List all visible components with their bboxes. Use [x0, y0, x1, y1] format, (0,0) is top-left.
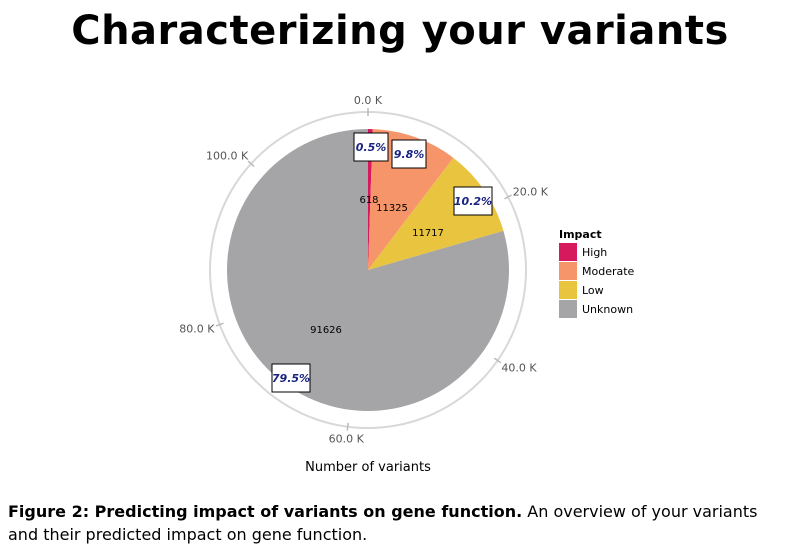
page-title: Characterizing your variants	[71, 8, 729, 54]
tick-mark	[493, 357, 502, 364]
percent-label-box	[271, 363, 311, 393]
tick-label: 80.0 K	[179, 323, 215, 336]
percent-label-text: 0.5%	[356, 141, 387, 154]
legend-label: Moderate	[582, 265, 635, 278]
caption-text: An overview of your variants and their p…	[8, 502, 758, 544]
percent-label-text: 9.8%	[394, 148, 425, 161]
legend-swatch	[559, 262, 577, 280]
caption-label: Figure 2: Predicting impact of variants …	[8, 502, 523, 521]
pie-slice-moderate	[368, 129, 454, 270]
tick-mark	[504, 194, 512, 200]
legend-item-unknown: Unknown	[559, 300, 633, 318]
figure-caption: Figure 2: Predicting impact of variants …	[8, 500, 792, 546]
legend: Impact High Moderate Low Unknown	[559, 228, 635, 318]
percent-label-text: 10.2%	[454, 195, 492, 208]
tick-label: 100.0 K	[206, 150, 249, 163]
percent-label-high: 0.5%	[353, 132, 389, 162]
tick-mark	[215, 322, 224, 327]
tick-mark	[346, 422, 350, 431]
tick-label: 20.0 K	[513, 185, 549, 198]
percent-label-moderate: 9.8%	[391, 139, 427, 169]
percent-label-text: 79.5%	[272, 372, 310, 385]
tick-label: 60.0 K	[329, 433, 365, 446]
pie-slice-unknown	[226, 129, 509, 411]
legend-swatch	[559, 243, 577, 261]
legend-label: Low	[582, 284, 604, 297]
legend-label: Unknown	[582, 303, 633, 316]
percent-label-box	[453, 186, 493, 216]
legend-label: High	[582, 246, 607, 259]
tick-mark	[247, 160, 255, 167]
legend-swatch	[559, 300, 577, 318]
count-label-high: 618	[359, 195, 378, 206]
count-label-moderate: 11325	[376, 203, 408, 214]
percent-label-box	[353, 132, 389, 162]
legend-item-low: Low	[559, 281, 604, 299]
legend-item-high: High	[559, 243, 607, 261]
percent-label-unknown: 79.5%	[271, 363, 311, 393]
pie-slice-low	[368, 157, 504, 270]
tick-label: 0.0 K	[354, 94, 383, 107]
x-axis-label: Number of variants	[305, 460, 431, 475]
legend-swatch	[559, 281, 577, 299]
percent-label-box	[391, 139, 427, 169]
legend-item-moderate: Moderate	[559, 262, 635, 280]
percent-labels: 0.5% 9.8% 10.2% 79.5%	[271, 132, 493, 393]
axis-ticks: 0.0 K 20.0 K 40.0 K 60.0 K 80.0 K 100.0 K	[179, 94, 548, 446]
tick-label: 40.0 K	[501, 361, 537, 374]
pie-slice-high	[368, 129, 373, 270]
legend-title: Impact	[559, 228, 602, 241]
count-label-unknown: 91626	[310, 325, 342, 336]
count-label-low: 11717	[412, 228, 444, 239]
pie-slices	[226, 129, 509, 411]
percent-label-low: 10.2%	[453, 186, 493, 216]
